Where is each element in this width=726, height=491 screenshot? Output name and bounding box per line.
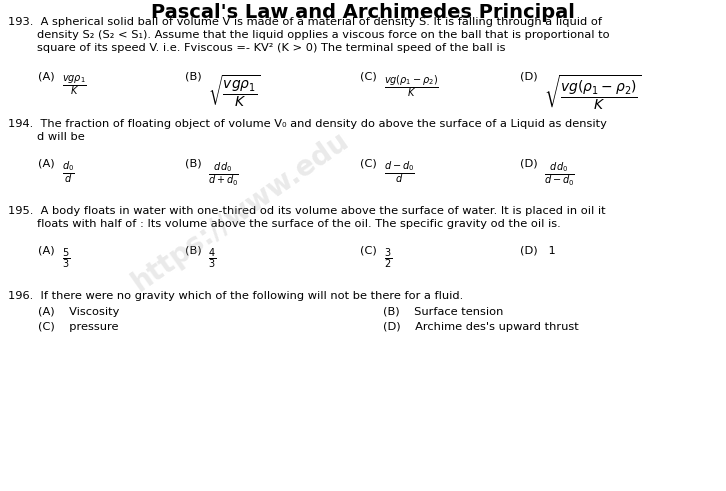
Text: 193.  A spherical solid ball of volume V is made of a material of density S. It : 193. A spherical solid ball of volume V … — [8, 17, 602, 27]
Text: (D)   1: (D) 1 — [520, 245, 555, 255]
Text: $\sqrt{\dfrac{vg(\rho_1-\rho_2)}{K}}$: $\sqrt{\dfrac{vg(\rho_1-\rho_2)}{K}}$ — [544, 73, 642, 111]
Text: (D): (D) — [520, 158, 538, 168]
Text: (B): (B) — [185, 71, 202, 81]
Text: (C)    pressure: (C) pressure — [38, 322, 118, 332]
Text: $\frac{3}{2}$: $\frac{3}{2}$ — [384, 247, 392, 272]
Text: $\frac{d\,d_0}{d+d_0}$: $\frac{d\,d_0}{d+d_0}$ — [208, 160, 239, 188]
Text: (B): (B) — [185, 245, 202, 255]
Text: (A)    Viscosity: (A) Viscosity — [38, 307, 119, 317]
Text: $\frac{vg(\rho_1-\rho_2)}{K}$: $\frac{vg(\rho_1-\rho_2)}{K}$ — [384, 73, 439, 99]
Text: $\frac{5}{3}$: $\frac{5}{3}$ — [62, 247, 70, 272]
Text: (B)    Surface tension: (B) Surface tension — [383, 307, 503, 317]
Text: (A): (A) — [38, 245, 54, 255]
Text: d will be: d will be — [8, 132, 85, 142]
Text: floats with half of : Its volume above the surface of the oil. The specific grav: floats with half of : Its volume above t… — [8, 219, 560, 229]
Text: (C): (C) — [360, 245, 377, 255]
Text: (C): (C) — [360, 158, 377, 168]
Text: $\frac{d-d_0}{d}$: $\frac{d-d_0}{d}$ — [384, 160, 415, 186]
Text: 196.  If there were no gravity which of the following will not be there for a fl: 196. If there were no gravity which of t… — [8, 291, 463, 301]
Text: $\frac{d_0}{d}$: $\frac{d_0}{d}$ — [62, 160, 75, 186]
Text: Pascal's Law and Archimedes Principal: Pascal's Law and Archimedes Principal — [151, 3, 575, 22]
Text: density S₂ (S₂ < S₁). Assume that the liquid opplies a viscous force on the ball: density S₂ (S₂ < S₁). Assume that the li… — [8, 30, 610, 40]
Text: $\frac{vg\rho_1}{K}$: $\frac{vg\rho_1}{K}$ — [62, 73, 86, 97]
Text: square of its speed V. i.e. Fviscous =- KV² (K > 0) The terminal speed of the ba: square of its speed V. i.e. Fviscous =- … — [8, 43, 505, 53]
Text: 195.  A body floats in water with one-thired od its volume above the surface of : 195. A body floats in water with one-thi… — [8, 206, 605, 216]
Text: $\frac{4}{3}$: $\frac{4}{3}$ — [208, 247, 216, 272]
Text: https://www.edu: https://www.edu — [126, 126, 354, 297]
Text: (D)    Archime des's upward thrust: (D) Archime des's upward thrust — [383, 322, 579, 332]
Text: (D): (D) — [520, 71, 538, 81]
Text: (A): (A) — [38, 158, 54, 168]
Text: $\sqrt{\dfrac{vg\rho_1}{K}}$: $\sqrt{\dfrac{vg\rho_1}{K}}$ — [208, 73, 261, 109]
Text: (A): (A) — [38, 71, 54, 81]
Text: (C): (C) — [360, 71, 377, 81]
Text: 194.  The fraction of floating object of volume V₀ and density do above the surf: 194. The fraction of floating object of … — [8, 119, 607, 129]
Text: $\frac{d\,d_0}{d-d_0}$: $\frac{d\,d_0}{d-d_0}$ — [544, 160, 575, 188]
Text: (B): (B) — [185, 158, 202, 168]
